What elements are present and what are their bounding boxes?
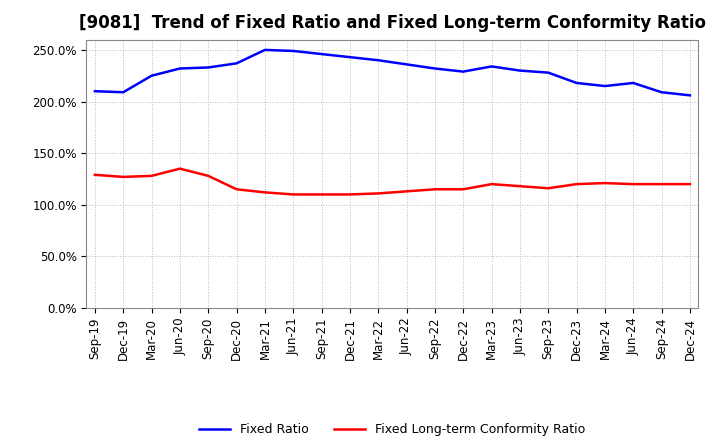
Fixed Ratio	[233, 61, 241, 66]
Fixed Ratio	[91, 88, 99, 94]
Fixed Long-term Conformity Ratio	[119, 174, 127, 180]
Fixed Long-term Conformity Ratio	[402, 189, 411, 194]
Fixed Ratio	[374, 58, 382, 63]
Fixed Ratio	[148, 73, 156, 78]
Fixed Long-term Conformity Ratio	[346, 192, 354, 197]
Fixed Long-term Conformity Ratio	[572, 181, 581, 187]
Fixed Ratio	[346, 55, 354, 60]
Fixed Long-term Conformity Ratio	[261, 190, 269, 195]
Fixed Long-term Conformity Ratio	[629, 181, 637, 187]
Fixed Ratio	[657, 90, 666, 95]
Fixed Ratio	[685, 93, 694, 98]
Fixed Ratio	[119, 90, 127, 95]
Fixed Ratio	[629, 81, 637, 86]
Fixed Long-term Conformity Ratio	[233, 187, 241, 192]
Line: Fixed Ratio: Fixed Ratio	[95, 50, 690, 95]
Fixed Ratio	[261, 47, 269, 52]
Fixed Ratio	[544, 70, 552, 75]
Fixed Long-term Conformity Ratio	[657, 181, 666, 187]
Fixed Ratio	[289, 48, 297, 54]
Fixed Long-term Conformity Ratio	[204, 173, 212, 179]
Fixed Long-term Conformity Ratio	[487, 181, 496, 187]
Fixed Long-term Conformity Ratio	[176, 166, 184, 171]
Fixed Ratio	[402, 62, 411, 67]
Fixed Long-term Conformity Ratio	[148, 173, 156, 179]
Fixed Long-term Conformity Ratio	[459, 187, 467, 192]
Fixed Long-term Conformity Ratio	[91, 172, 99, 177]
Fixed Long-term Conformity Ratio	[544, 186, 552, 191]
Title: [9081]  Trend of Fixed Ratio and Fixed Long-term Conformity Ratio: [9081] Trend of Fixed Ratio and Fixed Lo…	[79, 15, 706, 33]
Fixed Long-term Conformity Ratio	[516, 183, 524, 189]
Fixed Ratio	[318, 51, 326, 57]
Fixed Ratio	[487, 64, 496, 69]
Fixed Long-term Conformity Ratio	[318, 192, 326, 197]
Fixed Ratio	[572, 81, 581, 86]
Fixed Ratio	[431, 66, 439, 71]
Fixed Long-term Conformity Ratio	[685, 181, 694, 187]
Fixed Long-term Conformity Ratio	[289, 192, 297, 197]
Fixed Long-term Conformity Ratio	[374, 191, 382, 196]
Fixed Long-term Conformity Ratio	[431, 187, 439, 192]
Fixed Ratio	[600, 84, 609, 89]
Fixed Ratio	[204, 65, 212, 70]
Fixed Long-term Conformity Ratio	[600, 180, 609, 186]
Legend: Fixed Ratio, Fixed Long-term Conformity Ratio: Fixed Ratio, Fixed Long-term Conformity …	[194, 418, 590, 440]
Line: Fixed Long-term Conformity Ratio: Fixed Long-term Conformity Ratio	[95, 169, 690, 194]
Fixed Ratio	[176, 66, 184, 71]
Fixed Ratio	[516, 68, 524, 73]
Fixed Ratio	[459, 69, 467, 74]
